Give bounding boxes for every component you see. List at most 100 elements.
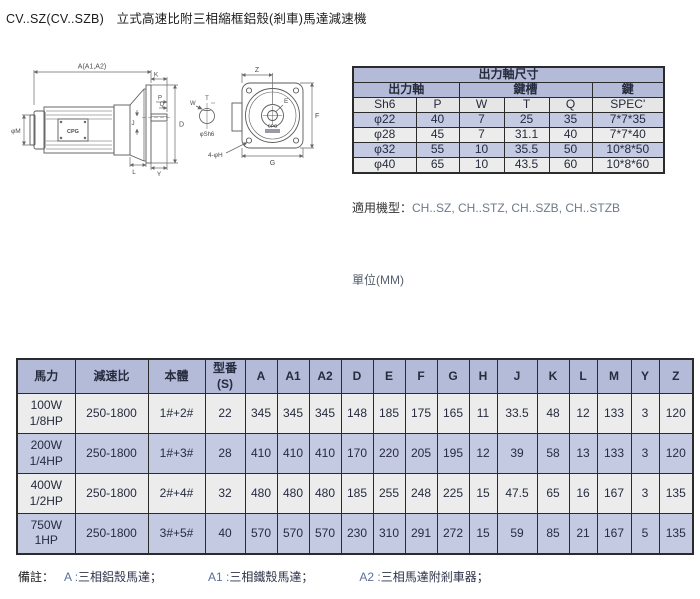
- table-cell: 10*8*60: [591, 156, 665, 174]
- table-cell: 480: [276, 473, 310, 515]
- col-t: T: [503, 96, 550, 113]
- col-a: A: [244, 358, 278, 395]
- table-cell: 250-1800: [74, 433, 149, 475]
- table-cell: 47.5: [496, 473, 538, 515]
- table-row: φ40 65 10 43.5 60 10*8*60: [352, 156, 665, 174]
- table-row: 750W 1HP 250-1800 3#+5# 40 570 570 570 230 310 29…: [16, 513, 694, 555]
- table-cell: 55: [415, 141, 460, 158]
- remark-line: 備註： A :三相鋁殼馬達； A1 :三相鐵殼馬達； A2 :三相馬達附剎車器；: [18, 568, 535, 585]
- table-cell: 65: [415, 156, 460, 174]
- front-view-dimensions: [225, 73, 314, 158]
- table-cell: 13: [568, 433, 598, 475]
- table-cell: 25: [503, 111, 550, 128]
- col-z: Z: [658, 358, 694, 395]
- table-cell: 7*7*35: [591, 111, 665, 128]
- table-cell: 400W 1/2HP: [16, 473, 76, 515]
- col-d: D: [340, 358, 374, 395]
- dim-label-z: Z: [255, 67, 260, 74]
- col-ratio: 減速比: [74, 358, 149, 395]
- remark-item-a: A :三相鋁殼馬達；: [64, 568, 162, 585]
- table-cell: 195: [436, 433, 470, 475]
- table-cell: 3: [630, 433, 660, 475]
- dim-label-e: E: [284, 98, 289, 105]
- table-cell: φ28: [352, 126, 417, 143]
- group-output-shaft: 出力軸: [352, 81, 460, 98]
- col-sh6: Sh6: [352, 96, 417, 113]
- table-cell: 410: [276, 433, 310, 475]
- table-cell: 250-1800: [74, 513, 149, 555]
- table-group-row: 出力軸 鍵槽 鍵: [352, 81, 665, 98]
- table-cell: 3: [630, 393, 660, 435]
- shaft-detail-drawing: [195, 102, 215, 129]
- table-cell: 11: [468, 393, 498, 435]
- table-cell: 12: [468, 433, 498, 475]
- table-cell: 250-1800: [74, 393, 149, 435]
- table-cell: 570: [276, 513, 310, 555]
- applicable-models-line: 適用機型：CH..SZ, CH..STZ, CH..SZB, CH..STZB: [352, 199, 620, 216]
- table-cell: 410: [308, 433, 342, 475]
- table-cell: 5: [630, 513, 660, 555]
- table-cell: 15: [468, 473, 498, 515]
- table-cell: 148: [340, 393, 374, 435]
- table-cell: 167: [596, 473, 632, 515]
- dim-label-g: G: [270, 160, 275, 167]
- col-g: G: [436, 358, 470, 395]
- dim-label-f: F: [315, 113, 319, 120]
- table-cell: φ22: [352, 111, 417, 128]
- remark-item-a2: A2 :三相馬達附剎車器；: [359, 568, 488, 585]
- table-cell: 167: [596, 513, 632, 555]
- remark-text-a: 三相鋁殼馬達；: [78, 570, 163, 584]
- col-w: W: [458, 96, 505, 113]
- table-cell: 220: [372, 433, 406, 475]
- col-p: P: [415, 96, 460, 113]
- table-cell: 230: [340, 513, 374, 555]
- table-cell: 31.1: [503, 126, 550, 143]
- front-view-drawing: [231, 82, 304, 149]
- table-cell: 480: [244, 473, 278, 515]
- technical-drawing: A(A1,A2) K P Q J D L Y φM CPG W T φSh6: [11, 64, 319, 179]
- dim-label-a: A(A1,A2): [78, 64, 106, 71]
- col-a1: A1: [276, 358, 310, 395]
- table-cell: 175: [404, 393, 438, 435]
- table-title-row: 出力軸尺寸: [352, 66, 665, 83]
- table-cell: 2#+4#: [147, 473, 206, 515]
- dimension-table-section: 馬力 減速比 本體 型番 (S) A A1 A2 D E F G H J K L…: [16, 358, 694, 555]
- table-cell: φ40: [352, 156, 417, 174]
- table-cell: 10: [458, 156, 505, 174]
- applicable-models: CH..SZ, CH..STZ, CH..SZB, CH..STZB: [412, 201, 621, 215]
- col-q: Q: [548, 96, 593, 113]
- applicable-label: 適用機型：: [352, 201, 413, 215]
- bolt-hole-label: 4-φH: [208, 152, 223, 159]
- output-shaft-table: 出力軸尺寸 出力軸 鍵槽 鍵 Sh6 P W T Q SPEC' φ22 40 7 2…: [352, 66, 666, 174]
- table-cell: 133: [596, 393, 632, 435]
- table-cell: 15: [468, 513, 498, 555]
- table-cell: 1#+3#: [147, 433, 206, 475]
- dim-label-y: Y: [157, 171, 162, 178]
- remark-code-a1: A1 :: [208, 570, 230, 584]
- col-j: J: [496, 358, 538, 395]
- table-cell: 12: [568, 393, 598, 435]
- table-cell: 185: [372, 393, 406, 435]
- group-keyway: 鍵槽: [458, 81, 593, 98]
- table-row: 400W 1/2HP 250-1800 2#+4# 32 480 480 480 185 255…: [16, 473, 694, 515]
- remark-code-a2: A2 :: [359, 570, 381, 584]
- col-horsepower: 馬力: [16, 358, 76, 395]
- table-cell: φ32: [352, 141, 417, 158]
- table-cell: 48: [536, 393, 570, 435]
- col-k: K: [536, 358, 570, 395]
- table-cell: 120: [658, 433, 694, 475]
- table-cell: 43.5: [503, 156, 550, 174]
- table-cell: 135: [658, 513, 694, 555]
- table-cell: 185: [340, 473, 374, 515]
- shaft-detail-label: φSh6: [200, 132, 215, 138]
- table-cell: 170: [340, 433, 374, 475]
- remark-code-a: A :: [64, 570, 79, 584]
- table-cell: 65: [536, 473, 570, 515]
- shaft-table-section: 出力軸尺寸 出力軸 鍵槽 鍵 Sh6 P W T Q SPEC' φ22 40 7 2…: [352, 66, 666, 174]
- table-cell: 205: [404, 433, 438, 475]
- table-cell: 16: [568, 473, 598, 515]
- table-cell: 345: [244, 393, 278, 435]
- table-cell: 40: [415, 111, 460, 128]
- table-cell: 272: [436, 513, 470, 555]
- table-cell: 33.5: [496, 393, 538, 435]
